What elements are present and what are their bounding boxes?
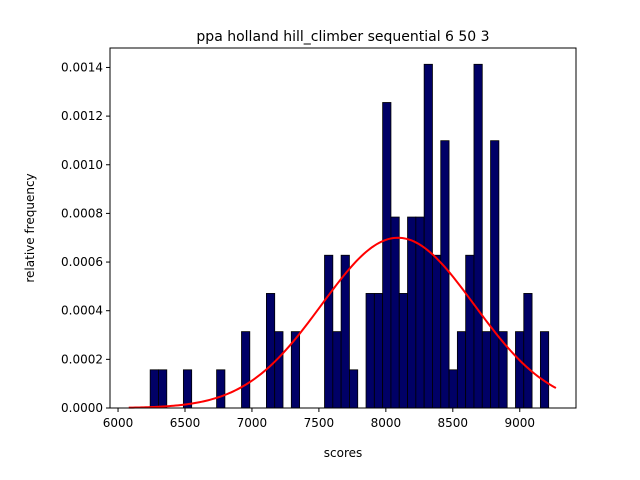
y-tick-label: 0.0014	[61, 60, 103, 74]
histogram-bar	[158, 369, 168, 409]
histogram-bar	[432, 254, 442, 409]
histogram-bar	[398, 293, 408, 409]
histogram-bar	[332, 331, 342, 409]
fit-curve-group	[128, 236, 557, 409]
plot-frame	[109, 47, 577, 409]
histogram-bar	[149, 369, 159, 409]
y-tick-label: 0.0000	[61, 401, 103, 415]
histogram-bar	[523, 293, 533, 409]
histogram-bar	[382, 102, 392, 409]
histogram-bar	[274, 331, 284, 409]
x-tick-label: 8000	[371, 416, 402, 430]
histogram-bar	[182, 369, 193, 409]
y-tick-label: 0.0002	[61, 352, 103, 366]
histogram-bar	[390, 216, 400, 409]
y-tick-label: 0.0010	[61, 158, 103, 172]
histogram-bar	[481, 331, 491, 409]
histogram-bar	[423, 63, 433, 409]
y-tick-label: 0.0008	[61, 206, 103, 220]
bars-group	[149, 63, 550, 409]
histogram-bar	[373, 293, 384, 409]
histogram-bar	[349, 369, 359, 409]
x-tick-label: 7000	[237, 416, 268, 430]
x-tick-label: 6000	[103, 416, 134, 430]
x-tick-label: 6500	[170, 416, 201, 430]
y-tick-label: 0.0006	[61, 255, 103, 269]
y-tick-label: 0.0012	[61, 109, 103, 123]
normal-fit-curve	[128, 236, 557, 409]
histogram-bar	[448, 369, 458, 409]
histogram-bar	[365, 293, 375, 409]
histogram-bar	[539, 331, 550, 409]
histogram-bar	[324, 254, 334, 409]
chart-title: ppa holland hill_climber sequential 6 50…	[196, 29, 489, 45]
x-tick-label: 7500	[304, 416, 335, 430]
histogram-bar	[266, 293, 276, 409]
y-tick-label: 0.0004	[61, 304, 103, 318]
histogram-bar	[407, 216, 417, 409]
x-axis-label: scores	[324, 446, 363, 460]
y-axis-ticks: 0.0000 0.0002 0.0004 0.0006 0.0008 0.0010 0.00…	[61, 60, 110, 415]
histogram-bar	[241, 331, 251, 409]
histogram-bar	[440, 140, 450, 409]
x-axis-ticks: 6000 6500 7000 7500 8000 8500 9000	[103, 408, 535, 430]
histogram-bar	[465, 254, 475, 409]
histogram-bar	[473, 63, 483, 409]
histogram-bar	[216, 369, 226, 409]
x-tick-label: 8500	[438, 416, 469, 430]
histogram-bar	[456, 331, 467, 409]
histogram-bar	[515, 331, 525, 409]
x-tick-label: 9000	[504, 416, 535, 430]
y-axis-label: relative frequency	[23, 173, 37, 282]
histogram-bar	[490, 140, 500, 409]
